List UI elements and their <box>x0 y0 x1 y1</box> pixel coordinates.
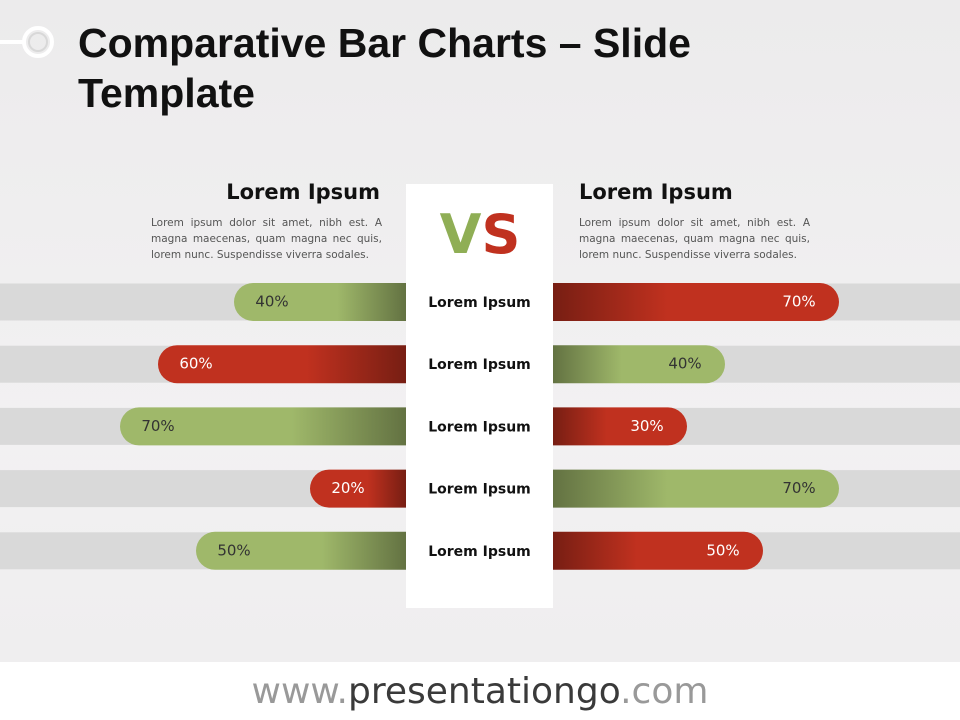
footer-part: .com <box>620 671 708 712</box>
value-label: 20% <box>331 479 364 497</box>
bar <box>553 407 687 446</box>
value-label: 70% <box>782 479 815 497</box>
category-label: Lorem Ipsum <box>428 295 531 311</box>
vs-letter: S <box>481 203 520 266</box>
vs-label: VS <box>440 203 521 266</box>
footer-part: presentationgo <box>348 671 620 712</box>
footer: www.presentationgo.com <box>252 671 709 712</box>
value-label: 40% <box>255 293 288 311</box>
bar <box>120 407 407 446</box>
series-description: Lorem ipsum dolor sit amet, nibh est. A … <box>579 217 810 261</box>
bar <box>553 283 839 321</box>
footer-band <box>0 662 960 720</box>
vs-letter: V <box>440 203 482 266</box>
bar <box>196 531 406 570</box>
bar <box>553 469 839 508</box>
series-description: Lorem ipsum dolor sit amet, nibh est. A … <box>151 217 382 261</box>
bar <box>553 531 763 570</box>
series-heading: Lorem Ipsum <box>226 180 380 204</box>
bar <box>553 345 725 384</box>
value-label: 70% <box>141 417 174 435</box>
series-heading: Lorem Ipsum <box>579 180 733 204</box>
value-label: 50% <box>217 541 250 559</box>
footer-part: www. <box>252 671 348 712</box>
value-label: 60% <box>179 355 212 373</box>
value-label: 70% <box>782 293 815 311</box>
value-label: 50% <box>706 541 739 559</box>
value-label: 30% <box>630 417 663 435</box>
category-label: Lorem Ipsum <box>428 357 531 373</box>
category-label: Lorem Ipsum <box>428 419 531 435</box>
bar <box>234 283 406 321</box>
title: Comparative Bar Charts – Slide Template <box>78 20 691 116</box>
category-label: Lorem Ipsum <box>428 544 531 560</box>
bar <box>310 469 406 508</box>
logo-icon <box>0 26 54 58</box>
center-panel <box>406 184 553 608</box>
bar <box>158 345 406 384</box>
value-label: 40% <box>668 355 701 373</box>
category-label: Lorem Ipsum <box>428 482 531 498</box>
